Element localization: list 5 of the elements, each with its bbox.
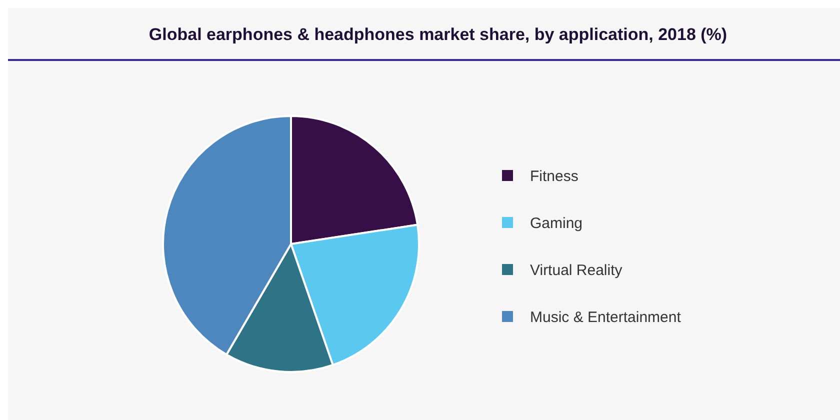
- legend-label: Music & Entertainment: [530, 309, 682, 326]
- chart-title: Global earphones & headphones market share, by application, 2018 (%): [148, 25, 728, 44]
- legend-label: Virtual Reality: [530, 262, 623, 279]
- legend-label: Fitness: [530, 168, 578, 185]
- legend-label: Gaming: [530, 215, 583, 232]
